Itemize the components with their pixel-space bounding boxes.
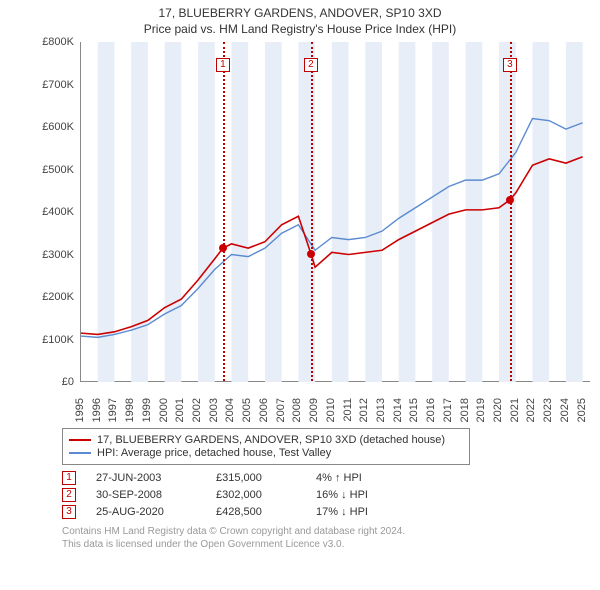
x-axis-label: 2001 (174, 398, 186, 422)
transaction-date: 25-AUG-2020 (96, 506, 196, 518)
event-vline (510, 42, 512, 381)
x-axis-label: 2004 (224, 398, 236, 422)
event-marker: 2 (304, 58, 318, 72)
legend-swatch-subject (69, 439, 91, 441)
x-axis-label: 2015 (408, 398, 420, 422)
legend-swatch-hpi (69, 452, 91, 454)
x-axis-labels: 1995199619971998199920002001200220032004… (80, 382, 590, 422)
transaction-row: 1 27-JUN-2003 £315,000 4% ↑ HPI (62, 471, 590, 485)
transaction-table: 1 27-JUN-2003 £315,000 4% ↑ HPI 2 30-SEP-2008… (62, 471, 590, 519)
x-axis-label: 1995 (74, 398, 86, 422)
y-axis-label: £0 (62, 376, 74, 388)
y-axis-label: £300K (42, 249, 74, 261)
x-axis-label: 2021 (509, 398, 521, 422)
legend-label-subject: 17, BLUEBERRY GARDENS, ANDOVER, SP10 3XD… (97, 434, 445, 446)
x-axis-label: 1999 (141, 398, 153, 422)
legend-row-hpi: HPI: Average price, detached house, Test… (69, 447, 463, 459)
transaction-price: £315,000 (216, 472, 296, 484)
transaction-row: 3 25-AUG-2020 £428,500 17% ↓ HPI (62, 505, 590, 519)
legend-row-subject: 17, BLUEBERRY GARDENS, ANDOVER, SP10 3XD… (69, 434, 463, 446)
x-axis-label: 2005 (241, 398, 253, 422)
plot-svg (81, 42, 591, 382)
y-axis-label: £400K (42, 206, 74, 218)
chart-area: £0£100K£200K£300K£400K£500K£600K£700K£80… (30, 42, 590, 422)
x-axis-label: 2014 (392, 398, 404, 422)
transaction-index: 3 (62, 505, 76, 519)
x-axis-label: 2022 (525, 398, 537, 422)
x-axis-label: 2013 (375, 398, 387, 422)
x-axis-label: 2000 (158, 398, 170, 422)
event-marker: 1 (216, 58, 230, 72)
x-axis-label: 2018 (459, 398, 471, 422)
transaction-date: 30-SEP-2008 (96, 489, 196, 501)
x-axis-label: 2006 (258, 398, 270, 422)
y-axis-labels: £0£100K£200K£300K£400K£500K£600K£700K£80… (24, 42, 74, 382)
x-axis-label: 2009 (308, 398, 320, 422)
attribution-line1: Contains HM Land Registry data © Crown c… (62, 525, 590, 538)
transaction-diff: 17% ↓ HPI (316, 506, 406, 518)
x-axis-label: 2024 (559, 398, 571, 422)
x-axis-label: 2002 (191, 398, 203, 422)
event-dot (307, 250, 315, 258)
chart-container: 17, BLUEBERRY GARDENS, ANDOVER, SP10 3XD… (0, 0, 600, 557)
x-axis-label: 2008 (291, 398, 303, 422)
x-axis-label: 1996 (91, 398, 103, 422)
transaction-index: 2 (62, 488, 76, 502)
x-axis-label: 1997 (107, 398, 119, 422)
transaction-price: £428,500 (216, 506, 296, 518)
attribution-line2: This data is licensed under the Open Gov… (62, 538, 590, 551)
y-axis-label: £800K (42, 36, 74, 48)
x-axis-label: 2019 (475, 398, 487, 422)
event-vline (223, 42, 225, 381)
attribution: Contains HM Land Registry data © Crown c… (62, 525, 590, 551)
transaction-diff: 4% ↑ HPI (316, 472, 406, 484)
event-dot (506, 196, 514, 204)
y-axis-label: £100K (42, 334, 74, 346)
x-axis-label: 2003 (208, 398, 220, 422)
x-axis-label: 2010 (325, 398, 337, 422)
transaction-diff: 16% ↓ HPI (316, 489, 406, 501)
x-axis-label: 2012 (358, 398, 370, 422)
event-marker: 3 (503, 58, 517, 72)
chart-title: 17, BLUEBERRY GARDENS, ANDOVER, SP10 3XD (10, 6, 590, 20)
transaction-price: £302,000 (216, 489, 296, 501)
y-axis-label: £200K (42, 291, 74, 303)
event-dot (219, 244, 227, 252)
event-vline (311, 42, 313, 381)
legend-label-hpi: HPI: Average price, detached house, Test… (97, 447, 331, 459)
x-axis-label: 2023 (542, 398, 554, 422)
y-axis-label: £500K (42, 164, 74, 176)
x-axis-label: 2025 (576, 398, 588, 422)
x-axis-label: 1998 (124, 398, 136, 422)
legend: 17, BLUEBERRY GARDENS, ANDOVER, SP10 3XD… (62, 428, 470, 465)
transaction-date: 27-JUN-2003 (96, 472, 196, 484)
x-axis-label: 2011 (342, 398, 354, 422)
plot-region: 1 2 3 (80, 42, 590, 382)
y-axis-label: £700K (42, 79, 74, 91)
transaction-index: 1 (62, 471, 76, 485)
x-axis-label: 2017 (442, 398, 454, 422)
x-axis-label: 2020 (492, 398, 504, 422)
x-axis-label: 2007 (275, 398, 287, 422)
transaction-row: 2 30-SEP-2008 £302,000 16% ↓ HPI (62, 488, 590, 502)
chart-subtitle: Price paid vs. HM Land Registry's House … (10, 22, 590, 36)
x-axis-label: 2016 (425, 398, 437, 422)
y-axis-label: £600K (42, 121, 74, 133)
